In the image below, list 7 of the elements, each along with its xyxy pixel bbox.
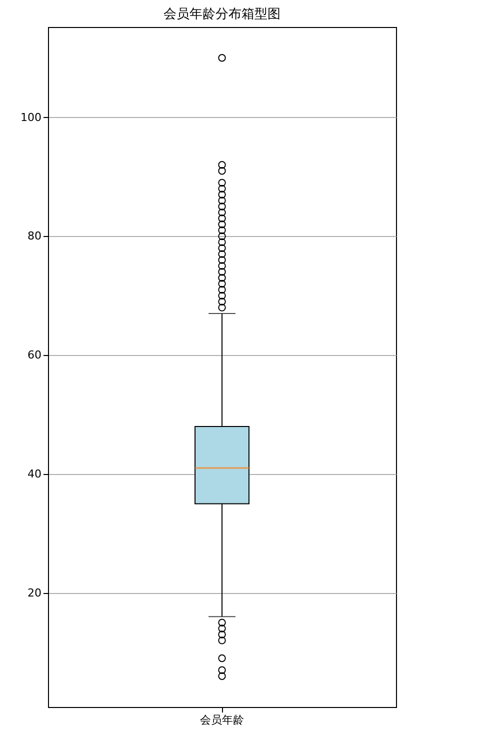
x-tick-label: 会员年龄 xyxy=(200,714,244,726)
y-tick-label: 100 xyxy=(20,110,42,124)
y-tick-label: 20 xyxy=(28,586,42,600)
chart-title: 会员年龄分布箱型图 xyxy=(164,7,280,22)
y-tick-label: 80 xyxy=(28,230,42,243)
y-tick-label: 60 xyxy=(28,348,42,362)
y-tick-label: 40 xyxy=(28,467,42,480)
